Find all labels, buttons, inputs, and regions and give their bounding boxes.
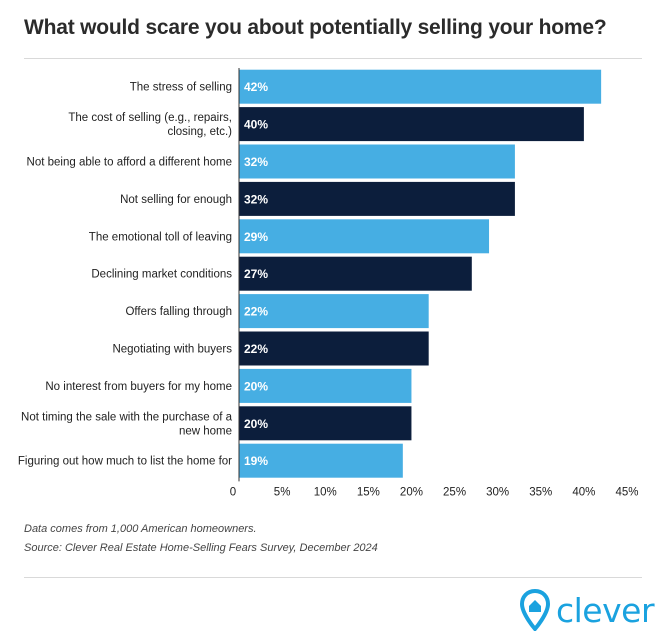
category-label: Not being able to afford a different hom… [27,157,232,169]
x-tick-label: 40% [572,486,595,498]
bar [239,443,403,478]
footer-divider [24,577,642,578]
x-tick-label: 30% [486,486,509,498]
bar [239,256,472,291]
value-label: 32% [244,192,268,206]
category-labels: The stress of selling The cost of selling… [18,82,233,468]
value-label: 22% [244,305,268,319]
bar [239,368,412,403]
x-tick-label: 5% [274,486,291,498]
category-label: Not selling for enough [120,194,232,206]
category-label: No interest from buyers for my home [45,381,232,393]
clever-logo: clever [520,588,655,632]
value-label: 19% [244,454,268,468]
x-tick-label: 20% [400,486,423,498]
source-note: Source: Clever Real Estate Home-Selling … [24,542,378,554]
chart-title: What would scare you about potentially s… [24,16,607,39]
bar [239,219,490,254]
category-label: Figuring out how much to list the home f… [18,456,232,468]
category-label: Not timing the sale with the purchase of… [21,411,233,437]
category-label: The cost of selling (e.g., repairs, closi… [68,112,232,138]
value-label: 20% [244,379,268,393]
value-label: 22% [244,342,268,356]
value-label: 42% [244,80,268,94]
bars-group [239,69,602,478]
bar-chart: The stress of selling The cost of selling… [18,68,639,498]
bar [239,181,515,216]
bar [239,406,412,441]
x-tick-label: 15% [357,486,380,498]
bar [239,107,584,142]
house-pin-icon [520,589,550,631]
bar [239,69,602,104]
value-label: 27% [244,267,268,281]
value-labels: 42% 40% 32% 32% 29% 27% 22% 22% 20% 20% 19% [244,80,268,468]
title-divider [24,58,642,59]
data-note: Data comes from 1,000 American homeowner… [24,523,257,535]
value-label: 40% [244,118,268,132]
value-label: 20% [244,417,268,431]
x-tick-label: 10% [314,486,337,498]
bar [239,294,429,329]
bar [239,144,515,179]
logo-text: clever [556,590,655,630]
x-tick-label: 45% [615,486,638,498]
category-label: The stress of selling [130,82,232,94]
category-label: Offers falling through [125,306,232,318]
value-label: 32% [244,155,268,169]
category-label: Negotiating with buyers [112,344,232,356]
bar [239,331,429,366]
value-label: 29% [244,230,268,244]
x-tick-label: 35% [529,486,552,498]
category-label: Declining market conditions [91,269,232,281]
x-tick-label: 25% [443,486,466,498]
x-tick-label: 0 [230,486,236,498]
category-label: The emotional toll of leaving [89,231,232,243]
x-axis: 0 5% 10% 15% 20% 25% 30% 35% 40% 45% [230,68,639,498]
